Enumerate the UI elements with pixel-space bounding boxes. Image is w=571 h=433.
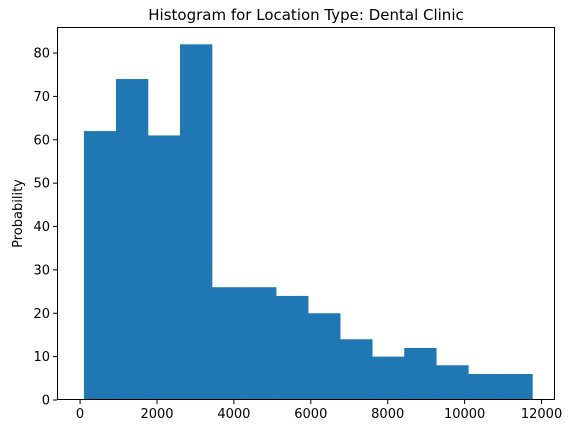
y-tick-label: 30 bbox=[33, 263, 50, 278]
y-tick-label: 70 bbox=[33, 90, 50, 105]
histogram-bar bbox=[244, 287, 276, 400]
histogram-bar bbox=[404, 348, 436, 400]
histogram-bar bbox=[116, 79, 148, 400]
x-tick-label: 6000 bbox=[294, 407, 327, 422]
histogram-bar bbox=[372, 357, 404, 400]
x-tick-label: 10000 bbox=[444, 407, 485, 422]
y-axis-label: Probability bbox=[11, 179, 26, 248]
y-tick-label: 40 bbox=[33, 220, 50, 235]
histogram-bar bbox=[340, 339, 372, 400]
histogram-bar bbox=[212, 287, 244, 400]
y-tick-label: 80 bbox=[33, 47, 50, 62]
y-tick-label: 10 bbox=[33, 350, 50, 365]
histogram-bar bbox=[308, 313, 340, 400]
x-tick-label: 2000 bbox=[140, 407, 173, 422]
bars-group bbox=[84, 44, 533, 400]
histogram-bar bbox=[84, 131, 116, 400]
histogram-bar bbox=[436, 365, 468, 400]
x-tick-label: 8000 bbox=[371, 407, 404, 422]
histogram-bar bbox=[180, 44, 212, 400]
y-tick-label: 0 bbox=[42, 394, 50, 409]
x-tick-label: 12000 bbox=[521, 407, 562, 422]
y-tick-label: 20 bbox=[33, 307, 50, 322]
histogram-bar bbox=[276, 296, 308, 400]
x-tick-label: 4000 bbox=[217, 407, 250, 422]
y-tick-label: 60 bbox=[33, 133, 50, 148]
histogram-bar bbox=[148, 135, 180, 400]
histogram-bar bbox=[500, 374, 532, 400]
y-tick-label: 50 bbox=[33, 177, 50, 192]
x-tick-label: 0 bbox=[76, 407, 84, 422]
chart-title: Histogram for Location Type: Dental Clin… bbox=[148, 6, 463, 24]
histogram-bar bbox=[468, 374, 500, 400]
